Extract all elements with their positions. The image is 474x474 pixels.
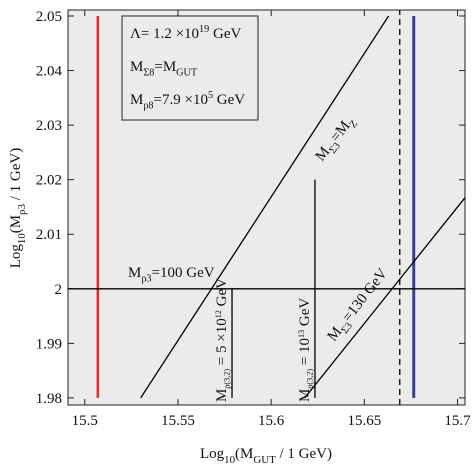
- subscript: ρ(3,2): [306, 369, 315, 389]
- superscript: 5: [208, 90, 213, 101]
- subscript: Σ8: [143, 68, 154, 79]
- subscript: Z: [348, 119, 361, 131]
- y-tick-label: 2: [55, 282, 63, 298]
- x-tick-label: 15.5: [72, 413, 98, 429]
- text-part: Λ= 1.2 ×10: [130, 26, 199, 42]
- text-part: GeV: [297, 298, 313, 330]
- text-part: M: [214, 389, 230, 402]
- x-axis-label: Log10(MGUT / 1 GeV): [200, 446, 332, 466]
- x-tick-label: 15.7: [444, 413, 471, 429]
- x-tick-label: 15.6: [258, 413, 285, 429]
- line: [140, 15, 390, 399]
- y-tick-label: 1.98: [36, 391, 62, 407]
- subscript: 10: [16, 233, 28, 244]
- text-part: / 1 GeV): [276, 446, 332, 462]
- text-part: Log: [200, 446, 225, 462]
- subscript: 10: [224, 454, 235, 466]
- subscript: Σ3: [327, 141, 342, 156]
- y-tick-label: 2.04: [36, 64, 63, 80]
- info-line: Λ= 1.2 ×1019 GeV: [130, 24, 241, 42]
- subscript: ρ(3,2): [223, 369, 232, 389]
- subscript: ρ8: [143, 101, 153, 112]
- line: [304, 197, 466, 399]
- text-part: (M: [235, 446, 253, 462]
- text-part: M: [297, 389, 313, 402]
- text-part: GeV: [214, 278, 230, 310]
- superscript: 12: [214, 310, 223, 318]
- text-part: GeV: [213, 92, 245, 108]
- superscript: 19: [199, 24, 209, 35]
- info-line: MΣ8=MGUT: [130, 59, 198, 79]
- annotation: Mρ(3,2) = 5 ×1012 GeV: [214, 278, 232, 402]
- x-tick-label: 15.55: [161, 413, 195, 429]
- subscript: GUT: [176, 68, 198, 79]
- y-axis-label: Log10(Mρ3 / 1 GeV): [8, 148, 28, 269]
- text-part: =7.9 ×10: [154, 92, 208, 108]
- text-part: M: [130, 92, 143, 108]
- info-line: Mρ8=7.9 ×105 GeV: [130, 90, 245, 112]
- text-part: M: [130, 59, 143, 75]
- info-box: [121, 15, 259, 121]
- text-part: / 1 GeV): [8, 148, 24, 204]
- annotation: Mρ(3,2) = 1013 GeV: [297, 298, 315, 402]
- annotation: Mρ3=100 GeV: [128, 265, 215, 285]
- text-part: = 5 ×10: [214, 318, 230, 369]
- y-tick-label: 1.99: [36, 336, 62, 352]
- text-part: M: [128, 265, 141, 281]
- text-part: = 10: [297, 338, 313, 369]
- x-tick-label: 15.65: [347, 413, 381, 429]
- y-tick-label: 2.01: [36, 227, 62, 243]
- text-part: =100 GeV: [152, 265, 215, 281]
- subscript: GUT: [253, 454, 276, 466]
- subscript: Σ3: [339, 321, 354, 336]
- superscript: 13: [297, 330, 306, 338]
- subscript: ρ3: [16, 203, 28, 214]
- y-tick-label: 2.02: [36, 173, 62, 189]
- subscript: ρ3: [141, 274, 151, 285]
- text-part: =M: [154, 59, 176, 75]
- text-part: GeV: [209, 26, 241, 42]
- y-tick-label: 2.03: [36, 118, 62, 134]
- y-tick-label: 2.05: [36, 9, 62, 25]
- text-part: Log: [8, 244, 24, 269]
- text-part: (M: [8, 215, 24, 233]
